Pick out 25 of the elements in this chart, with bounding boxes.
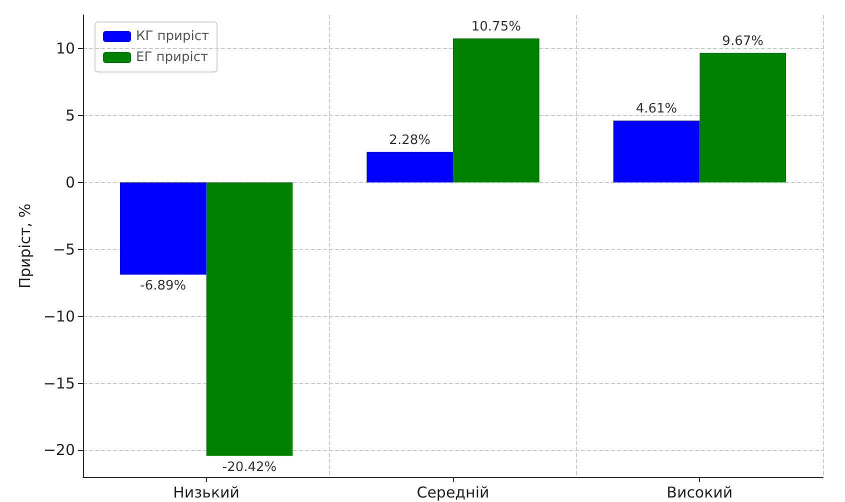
bar: [700, 52, 786, 182]
data-label: -20.42%: [222, 460, 277, 475]
data-label: 2.28%: [389, 132, 430, 148]
y-tick-label: −15: [43, 374, 75, 392]
y-tick-label: −5: [52, 240, 75, 258]
x-tick-label: Середній: [416, 484, 490, 502]
bar: [453, 38, 540, 182]
data-label: -6.89%: [140, 278, 186, 294]
y-tick-label: 5: [65, 106, 75, 124]
bar: [206, 182, 293, 456]
bar: [613, 120, 700, 182]
y-tick-label: −20: [43, 441, 75, 460]
data-label: 10.75%: [471, 19, 521, 34]
legend-label: ЕГ приріст: [136, 50, 208, 65]
y-tick-label: 0: [65, 173, 75, 192]
bar: [120, 182, 206, 275]
legend-label: КГ приріст: [136, 29, 210, 44]
y-axis-title: Приріст, %: [16, 203, 34, 289]
data-label: 9.67%: [722, 34, 764, 49]
y-tick-label: 10: [56, 39, 75, 58]
y-tick-label: −10: [43, 307, 75, 326]
bar: [366, 152, 453, 182]
x-tick-label: Високий: [666, 484, 733, 502]
data-label: 4.61%: [636, 102, 678, 117]
x-tick-label: Низький: [173, 484, 240, 502]
